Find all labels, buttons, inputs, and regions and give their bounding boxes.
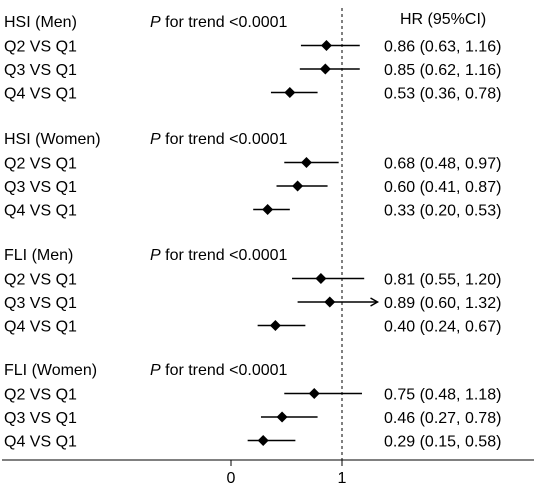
hr-point (257, 435, 269, 446)
hr-value: 0.86 (0.63, 1.16) (384, 39, 501, 56)
hr-value: 0.89 (0.60, 1.32) (384, 295, 501, 312)
hr-value: 0.60 (0.41, 0.87) (384, 179, 501, 196)
hr-point (320, 40, 332, 51)
hr-value: 0.29 (0.15, 0.58) (384, 434, 501, 451)
row-label: Q4 VS Q1 (4, 86, 77, 103)
hr-point (269, 320, 281, 331)
row-label: Q3 VS Q1 (4, 295, 77, 312)
hr-value: 0.46 (0.27, 0.78) (384, 410, 501, 427)
hr-value: 0.33 (0.20, 0.53) (384, 203, 501, 220)
row-label: Q2 VS Q1 (4, 387, 77, 404)
x-tick-label-1: 1 (338, 470, 347, 487)
row-label: Q2 VS Q1 (4, 156, 77, 173)
hr-value: 0.68 (0.48, 0.97) (384, 156, 501, 173)
group-label: HSI (Men) (4, 14, 77, 31)
hr-point (284, 87, 296, 98)
hr-value: 0.40 (0.24, 0.67) (384, 319, 501, 336)
ci-arrowhead (370, 297, 380, 307)
row-label: Q4 VS Q1 (4, 203, 77, 220)
row-label: Q3 VS Q1 (4, 410, 77, 427)
trend-label: P for trend <0.0001 (150, 131, 288, 148)
group-label: HSI (Women) (4, 131, 101, 148)
hr-point (276, 411, 288, 423)
group-label: FLI (Women) (4, 362, 97, 379)
hr-value: 0.81 (0.55, 1.20) (384, 272, 501, 289)
row-label: Q4 VS Q1 (4, 319, 77, 336)
row-label: Q2 VS Q1 (4, 272, 77, 289)
hr-value: 0.85 (0.62, 1.16) (384, 62, 501, 79)
trend-label: P for trend <0.0001 (150, 247, 288, 264)
hr-point (300, 157, 312, 168)
trend-label: P for trend <0.0001 (150, 362, 288, 379)
hr-point (324, 296, 336, 308)
hr-point (262, 204, 274, 215)
hr-point (308, 388, 320, 399)
row-label: Q4 VS Q1 (4, 434, 77, 451)
trend-label: P for trend <0.0001 (150, 14, 288, 31)
x-tick-label-0: 0 (227, 470, 236, 487)
hr-point (319, 63, 331, 75)
row-label: Q2 VS Q1 (4, 39, 77, 56)
hr-point (292, 180, 304, 192)
hr-value: 0.75 (0.48, 1.18) (384, 387, 501, 404)
hr-value: 0.53 (0.36, 0.78) (384, 86, 501, 103)
row-label: Q3 VS Q1 (4, 62, 77, 79)
hr-point (315, 273, 327, 284)
row-label: Q3 VS Q1 (4, 179, 77, 196)
hr-column-header: HR (95%CI) (400, 11, 486, 28)
group-label: FLI (Men) (4, 247, 73, 264)
